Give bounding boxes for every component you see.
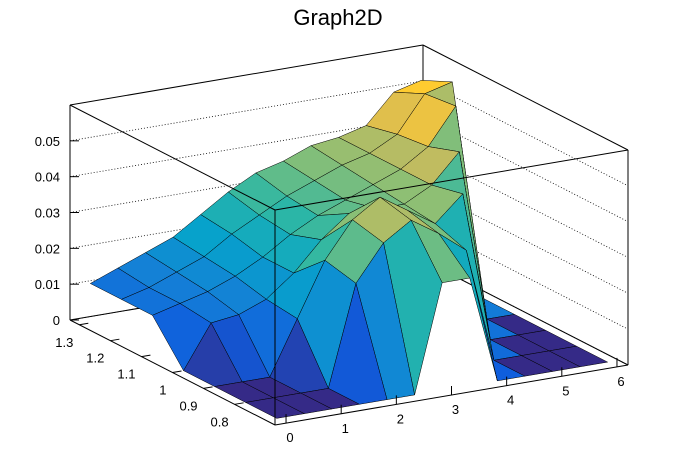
y-tick-label: 0.8 (211, 414, 229, 429)
z-tick-label: 0.02 (35, 241, 60, 256)
y-tick (79, 322, 89, 326)
x-tick-label: 6 (617, 374, 624, 389)
x-tick-label: 1 (342, 421, 349, 436)
y-tick-label: 1.1 (117, 367, 135, 382)
y-tick (110, 338, 120, 342)
z-tick-label: 0.03 (35, 206, 60, 221)
box-edge (422, 44, 629, 151)
y-tick (203, 386, 213, 389)
z-tick-label: 0.05 (35, 134, 60, 149)
x-tick-label: 5 (562, 383, 569, 398)
y-tick (141, 354, 151, 358)
x-tick-label: 4 (507, 393, 514, 408)
y-tick-label: 0.9 (179, 398, 197, 413)
y-tick-label: 1.2 (86, 351, 104, 366)
x-tick-label: 2 (397, 411, 404, 426)
box-edge (69, 104, 276, 211)
x-tick-label: 0 (286, 430, 293, 445)
y-tick (172, 370, 182, 373)
y-tick (234, 402, 244, 405)
z-tick-label: 0 (53, 313, 60, 328)
box-edge (274, 149, 629, 211)
y-tick-label: 1.3 (55, 335, 73, 350)
z-tick-label: 0.04 (35, 170, 60, 185)
box-edge (69, 44, 424, 106)
y-tick-label: 1 (159, 383, 166, 398)
z-tick-label: 0.01 (35, 277, 60, 292)
chart-title: Graph2D (293, 5, 382, 30)
x-tick-label: 3 (452, 402, 459, 417)
